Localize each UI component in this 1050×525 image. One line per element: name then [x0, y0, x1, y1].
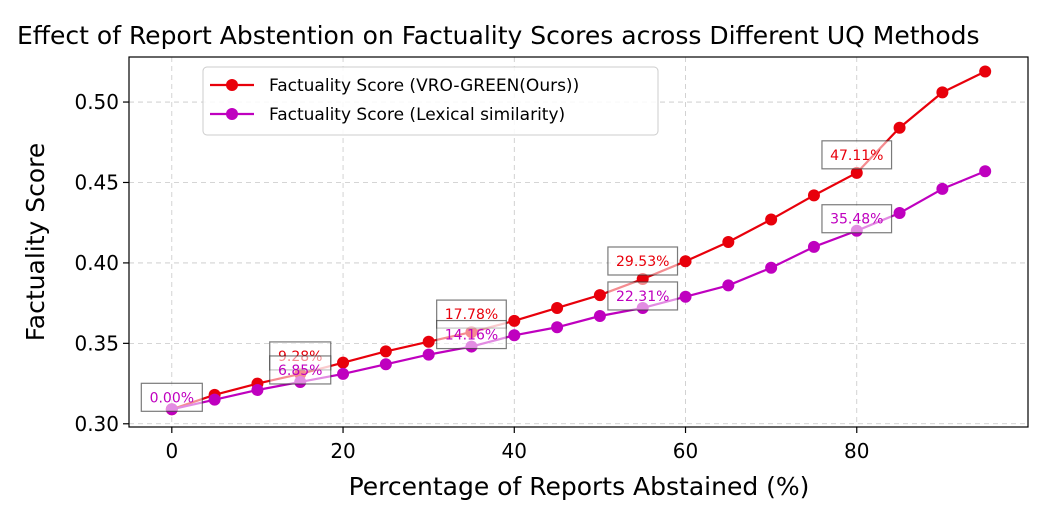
y-tick-label: 0.50: [74, 90, 119, 114]
y-tick-label: 0.35: [74, 331, 119, 355]
legend: Factuality Score (VRO-GREEN(Ours)) Factua…: [202, 66, 659, 136]
data-point-s1: [807, 240, 820, 253]
y-axis: 0.30 0.35 0.40 0.45 0.50: [74, 90, 129, 436]
annotation-box: [436, 319, 507, 350]
annotation-box: [821, 204, 893, 234]
annotation-label: 6.85%: [278, 363, 322, 379]
y-axis-label: Factuality Score: [21, 143, 50, 342]
data-point-s1: [251, 384, 264, 396]
y-tick-label: 0.45: [74, 170, 119, 194]
chart-title: Effect of Report Abstention on Factualit…: [17, 21, 980, 50]
annotation-box: [821, 140, 893, 170]
x-axis: 0 20 40 60 80: [165, 427, 869, 463]
annotation-label: 17.78%: [445, 307, 498, 323]
data-point-s1: [936, 182, 949, 195]
x-axis-label: Percentage of Reports Abstained (%): [349, 472, 810, 501]
data-point-s0: [422, 335, 435, 348]
y-tick-label: 0.40: [74, 251, 119, 275]
data-point-s0: [679, 255, 692, 268]
data-point-s0: [337, 356, 350, 369]
plot-frame: [128, 56, 1029, 428]
annotation-label: 0.00%: [150, 390, 194, 406]
data-point-s0: [593, 289, 606, 302]
annotation-label: 35.48%: [830, 212, 883, 228]
data-point-s0: [551, 301, 564, 314]
data-point-s0: [379, 345, 392, 358]
data-point-s0: [936, 86, 949, 99]
x-tick-label: 20: [330, 439, 355, 463]
legend-label: Factuality Score (Lexical similarity): [269, 105, 565, 125]
annotation-6: 14.16%: [436, 319, 507, 350]
x-tick-label: 60: [673, 439, 698, 463]
data-point-s1: [679, 290, 692, 303]
data-point-s1: [208, 393, 221, 406]
data-point-s0: [508, 314, 521, 327]
data-point-s0: [850, 166, 863, 179]
data-point-s1: [551, 321, 564, 334]
data-point-s0: [765, 213, 778, 226]
legend-box: [202, 66, 659, 136]
data-point-s1: [893, 207, 906, 220]
annotation-5: 6.85%: [269, 355, 332, 385]
annotation-label: 22.31%: [616, 289, 669, 305]
data-point-s1: [722, 279, 735, 292]
legend-label: Factuality Score (VRO-GREEN(Ours)): [269, 76, 579, 96]
data-point-s0: [893, 121, 906, 134]
x-tick-label: 40: [502, 439, 527, 463]
data-point-s1: [593, 310, 606, 322]
annotation-3: 47.11%: [821, 140, 893, 170]
legend-swatch-marker: [226, 108, 238, 120]
y-tick-label: 0.30: [74, 412, 119, 436]
annotation-label: 29.53%: [616, 254, 669, 270]
x-tick-label: 0: [165, 439, 178, 463]
data-point-s1: [765, 261, 778, 274]
annotation-label: 47.11%: [830, 148, 883, 164]
annotation-8: 35.48%: [821, 204, 893, 234]
x-tick-label: 80: [844, 439, 869, 463]
data-point-s1: [508, 329, 521, 342]
data-point-s1: [379, 358, 392, 371]
annotations: 9.28%17.78%29.53%47.11%0.00%6.85%14.16%2…: [140, 140, 893, 412]
annotation-box: [607, 281, 679, 311]
data-point-s1: [422, 348, 435, 361]
annotation-2: 29.53%: [607, 246, 679, 276]
data-point-s1: [337, 367, 350, 380]
annotation-box: [607, 246, 679, 276]
annotation-label: 14.16%: [445, 328, 498, 344]
annotation-7: 22.31%: [607, 281, 679, 311]
legend-swatch-marker: [226, 79, 238, 91]
data-point-s0: [722, 236, 735, 248]
data-point-s0: [807, 189, 820, 202]
annotation-4: 0.00%: [140, 382, 203, 412]
data-point-s0: [979, 65, 992, 78]
data-point-s1: [979, 165, 992, 178]
annotation-box: [269, 355, 332, 385]
annotation-box: [140, 382, 203, 412]
